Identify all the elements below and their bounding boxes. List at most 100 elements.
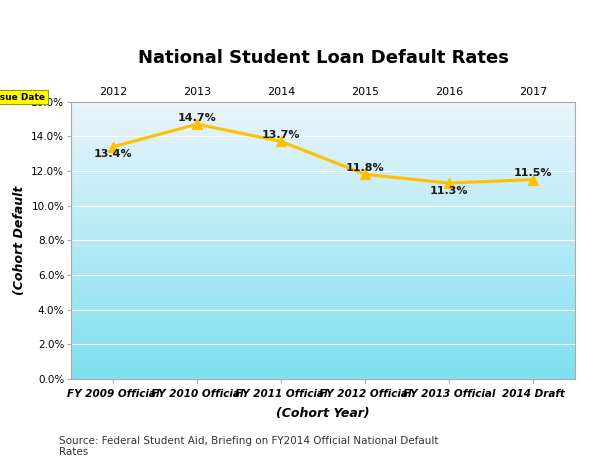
- Bar: [71, 153, 575, 154]
- Bar: [71, 363, 575, 364]
- Bar: [71, 367, 575, 368]
- Bar: [71, 105, 575, 106]
- Bar: [71, 126, 575, 127]
- Bar: [71, 377, 575, 378]
- Bar: [71, 286, 575, 287]
- Bar: [71, 305, 575, 306]
- Bar: [71, 342, 575, 343]
- Bar: [71, 251, 575, 252]
- Bar: [71, 132, 575, 133]
- Bar: [71, 355, 575, 356]
- Bar: [71, 263, 575, 264]
- Point: [109, 143, 118, 150]
- Bar: [71, 297, 575, 298]
- Text: 14.7%: 14.7%: [178, 113, 216, 122]
- Bar: [71, 269, 575, 270]
- Bar: [71, 129, 575, 130]
- Bar: [71, 253, 575, 254]
- Bar: [71, 232, 575, 233]
- Bar: [71, 315, 575, 316]
- Bar: [71, 176, 575, 177]
- Bar: [71, 231, 575, 232]
- Bar: [71, 138, 575, 139]
- Bar: [71, 334, 575, 335]
- Bar: [71, 239, 575, 240]
- Bar: [71, 291, 575, 292]
- Bar: [71, 186, 575, 187]
- Bar: [71, 169, 575, 170]
- Text: 11.8%: 11.8%: [346, 163, 384, 173]
- Bar: [71, 331, 575, 332]
- Bar: [71, 197, 575, 198]
- Bar: [71, 156, 575, 157]
- Bar: [71, 357, 575, 358]
- Bar: [71, 151, 575, 152]
- Bar: [71, 369, 575, 370]
- Bar: [71, 112, 575, 113]
- Bar: [71, 362, 575, 363]
- Bar: [71, 116, 575, 117]
- Bar: [71, 115, 575, 116]
- Bar: [71, 122, 575, 123]
- Bar: [71, 171, 575, 172]
- Bar: [71, 202, 575, 203]
- Bar: [71, 130, 575, 131]
- Point: [192, 121, 202, 128]
- Bar: [71, 290, 575, 291]
- Bar: [71, 243, 575, 244]
- Bar: [71, 124, 575, 125]
- Text: 11.3%: 11.3%: [430, 186, 468, 196]
- Bar: [71, 200, 575, 201]
- Bar: [71, 311, 575, 312]
- Bar: [71, 225, 575, 226]
- Bar: [71, 236, 575, 237]
- Bar: [71, 310, 575, 311]
- Bar: [71, 264, 575, 265]
- Point: [445, 179, 454, 187]
- Bar: [71, 117, 575, 118]
- Bar: [71, 144, 575, 145]
- Bar: [71, 300, 575, 301]
- Bar: [71, 277, 575, 278]
- Bar: [71, 256, 575, 257]
- Bar: [71, 285, 575, 286]
- Bar: [71, 125, 575, 126]
- Bar: [71, 161, 575, 162]
- Bar: [71, 238, 575, 239]
- Bar: [71, 179, 575, 180]
- Bar: [71, 351, 575, 352]
- Y-axis label: (Cohort Default: (Cohort Default: [12, 186, 25, 295]
- Bar: [71, 139, 575, 140]
- X-axis label: (Cohort Year): (Cohort Year): [276, 407, 370, 420]
- Bar: [71, 302, 575, 303]
- Title: National Student Loan Default Rates: National Student Loan Default Rates: [138, 49, 509, 67]
- Bar: [71, 166, 575, 167]
- Bar: [71, 201, 575, 202]
- Bar: [71, 187, 575, 188]
- Bar: [71, 205, 575, 206]
- Bar: [71, 304, 575, 305]
- Bar: [71, 350, 575, 351]
- Bar: [71, 189, 575, 190]
- Bar: [71, 206, 575, 207]
- Bar: [71, 358, 575, 359]
- Bar: [71, 254, 575, 255]
- Bar: [71, 332, 575, 333]
- Bar: [71, 378, 575, 379]
- Bar: [71, 180, 575, 181]
- Bar: [71, 359, 575, 360]
- Bar: [71, 356, 575, 357]
- Bar: [71, 181, 575, 182]
- Bar: [71, 267, 575, 268]
- Bar: [71, 150, 575, 151]
- Bar: [71, 207, 575, 208]
- Bar: [71, 271, 575, 272]
- Bar: [71, 108, 575, 109]
- Bar: [71, 198, 575, 199]
- Bar: [71, 165, 575, 166]
- Bar: [71, 259, 575, 260]
- Bar: [71, 103, 575, 104]
- Bar: [71, 168, 575, 169]
- Bar: [71, 111, 575, 112]
- Bar: [71, 312, 575, 313]
